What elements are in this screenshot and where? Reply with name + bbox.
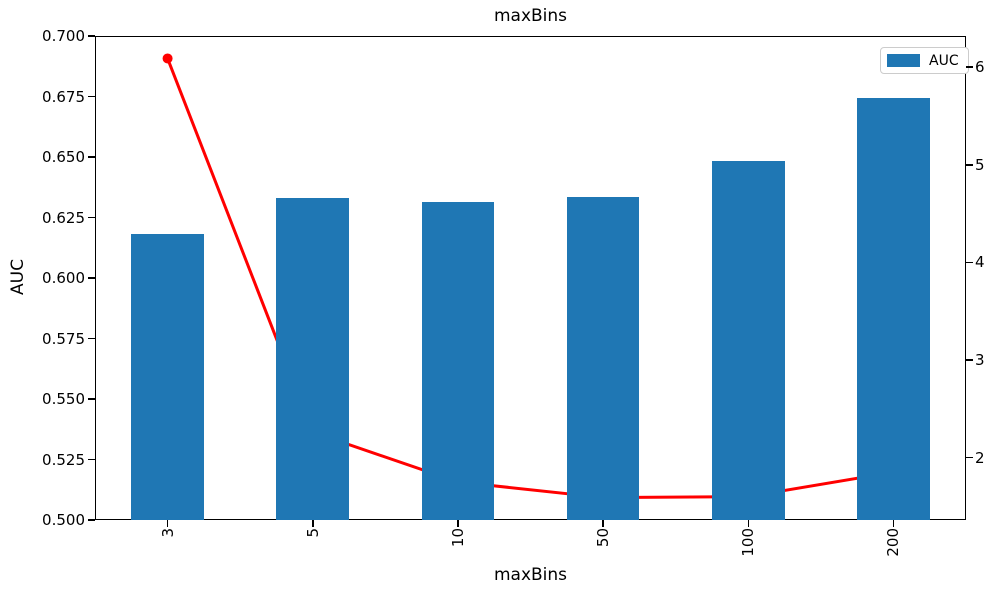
- x-tick-label: 3: [158, 528, 177, 538]
- y-tick-label-left: 0.550: [42, 390, 85, 408]
- legend-label-auc: AUC: [929, 52, 959, 69]
- bar-200: [857, 97, 930, 520]
- y-tick-left: [88, 458, 95, 461]
- y-tick-left: [88, 216, 95, 219]
- x-tick-label: 50: [594, 528, 613, 548]
- y-tick-label-left: 0.650: [42, 148, 85, 166]
- bar-10: [421, 201, 495, 520]
- y-tick-left: [88, 398, 95, 400]
- y-tick-label-right: 4: [975, 253, 985, 272]
- y-tick-label-left: 0.700: [42, 27, 85, 45]
- x-tick: [457, 520, 459, 527]
- bar-3: [131, 234, 204, 520]
- bar-100: [711, 160, 785, 520]
- y-tick-label-left: 0.525: [42, 450, 85, 469]
- legend: AUC: [880, 47, 969, 74]
- x-tick-label: 100: [739, 528, 758, 557]
- legend-swatch-auc: [887, 54, 920, 67]
- x-axis-label: maxBins: [493, 565, 568, 585]
- x-tick: [602, 520, 604, 527]
- y-tick-left: [88, 95, 95, 98]
- y-tick-left: [88, 519, 95, 521]
- y-tick-label-right: 5: [975, 155, 985, 174]
- x-tick-label: 200: [884, 528, 903, 557]
- x-tick-label: 5: [303, 528, 322, 538]
- chart-title: maxBins: [493, 6, 568, 26]
- x-tick: [312, 520, 314, 527]
- y-tick-label-left: 0.625: [42, 208, 85, 227]
- y-tick-left: [88, 337, 95, 340]
- y-tick-label-left: 0.575: [42, 329, 85, 348]
- y-tick-right: [966, 456, 973, 459]
- y-tick-label-right: 3: [975, 350, 985, 369]
- y-tick-left: [88, 35, 95, 37]
- y-tick-left: [88, 277, 95, 279]
- y-tick-label-right: 6: [975, 58, 985, 77]
- y-tick-right: [966, 359, 973, 361]
- y-tick-right: [966, 164, 973, 166]
- x-tick: [747, 520, 749, 527]
- bar-5: [276, 198, 350, 520]
- y-tick-right: [966, 66, 973, 68]
- plot-area: [95, 36, 966, 520]
- y-tick-label-left: 0.675: [42, 87, 85, 106]
- x-tick: [166, 520, 169, 527]
- x-tick-label: 10: [448, 528, 467, 548]
- y-tick-left: [88, 156, 95, 158]
- x-tick: [892, 520, 895, 527]
- y-tick-label-left: 0.600: [42, 269, 85, 287]
- y-tick-label-left: 0.500: [42, 511, 85, 529]
- y-tick-label-right: 2: [975, 448, 985, 467]
- bar-50: [566, 196, 640, 520]
- y-tick-right: [966, 261, 973, 264]
